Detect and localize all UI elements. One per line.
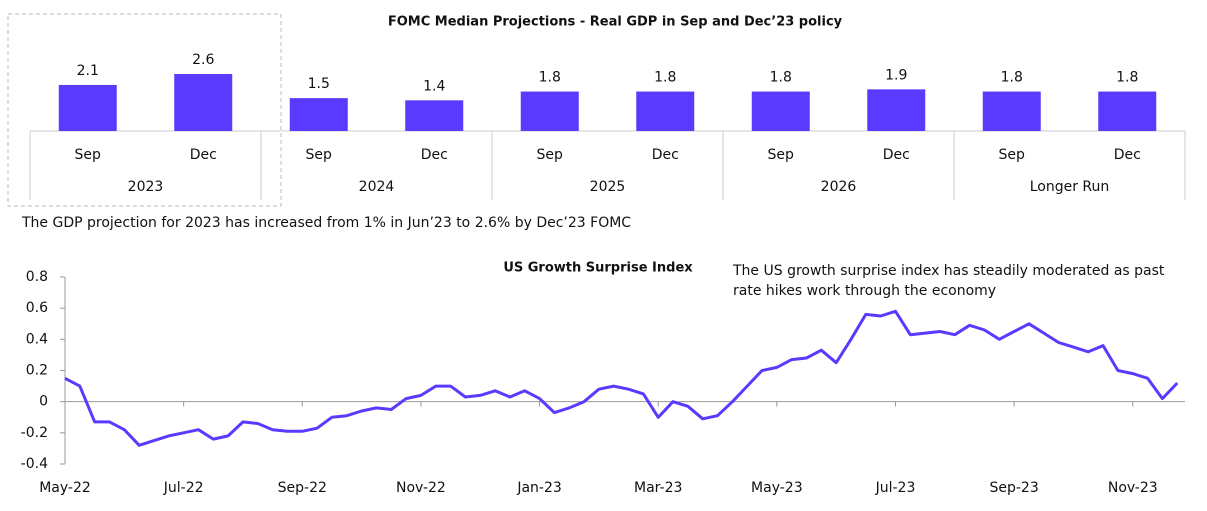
y-tick-label: -0.2 xyxy=(21,425,48,441)
x-tick-label: Nov-23 xyxy=(1108,480,1158,496)
category-label: Sep xyxy=(768,147,795,163)
x-tick-label: May-23 xyxy=(751,480,803,496)
bar xyxy=(289,98,348,131)
x-tick-label: Sep-22 xyxy=(278,480,327,496)
y-tick-label: 0 xyxy=(39,394,48,410)
data-label: 1.8 xyxy=(654,70,676,86)
bar xyxy=(982,91,1041,131)
data-label: 2.1 xyxy=(77,63,99,79)
bar xyxy=(751,91,810,131)
data-label: 1.4 xyxy=(423,78,445,94)
category-label: Sep xyxy=(306,147,333,163)
group-label: Longer Run xyxy=(1030,179,1110,195)
line-series xyxy=(64,309,1179,447)
y-tick-label: 0.4 xyxy=(26,331,48,347)
group-label: 2024 xyxy=(359,179,395,195)
data-label: 1.8 xyxy=(1001,70,1023,86)
x-tick-label: Jul-23 xyxy=(875,480,916,496)
bar xyxy=(174,74,233,131)
bar xyxy=(636,91,695,131)
bar xyxy=(58,84,117,131)
group-label: 2025 xyxy=(590,179,626,195)
highlight-box xyxy=(7,13,282,207)
data-label: 1.8 xyxy=(770,70,792,86)
x-tick-label: Nov-22 xyxy=(396,480,446,496)
y-tick-label: 0.6 xyxy=(26,300,48,316)
data-label: 1.8 xyxy=(1116,70,1138,86)
y-tick-label: -0.4 xyxy=(21,456,48,472)
annotation: The US growth surprise index has steadil… xyxy=(732,263,1165,279)
data-label: 1.9 xyxy=(885,67,907,83)
category-label: Sep xyxy=(537,147,564,163)
data-label: 1.8 xyxy=(539,70,561,86)
annotation: rate hikes work through the economy xyxy=(733,283,996,299)
x-tick-label: Mar-23 xyxy=(634,480,682,496)
data-label: 1.5 xyxy=(308,76,330,92)
x-tick-label: Sep-23 xyxy=(989,480,1038,496)
category-label: Dec xyxy=(421,147,448,163)
note: The GDP projection for 2023 has increase… xyxy=(21,215,631,231)
category-label: Dec xyxy=(652,147,679,163)
bar xyxy=(867,89,926,131)
bar xyxy=(520,91,579,131)
data-label: 2.6 xyxy=(192,52,214,68)
bar xyxy=(1098,91,1157,131)
chart-title: US Growth Surprise Index xyxy=(503,261,693,276)
group-label: 2023 xyxy=(128,179,164,195)
x-tick-label: May-22 xyxy=(39,480,91,496)
chart-title: FOMC Median Projections - Real GDP in Se… xyxy=(388,15,843,30)
x-tick-label: Jan-23 xyxy=(516,480,561,496)
y-tick-label: 0.8 xyxy=(26,269,48,285)
category-label: Dec xyxy=(1114,147,1141,163)
category-label: Dec xyxy=(190,147,217,163)
category-label: Sep xyxy=(75,147,102,163)
category-label: Sep xyxy=(999,147,1026,163)
bar xyxy=(405,100,464,131)
category-label: Dec xyxy=(883,147,910,163)
group-label: 2026 xyxy=(821,179,857,195)
x-tick-label: Jul-22 xyxy=(163,480,204,496)
y-tick-label: 0.2 xyxy=(26,363,48,379)
